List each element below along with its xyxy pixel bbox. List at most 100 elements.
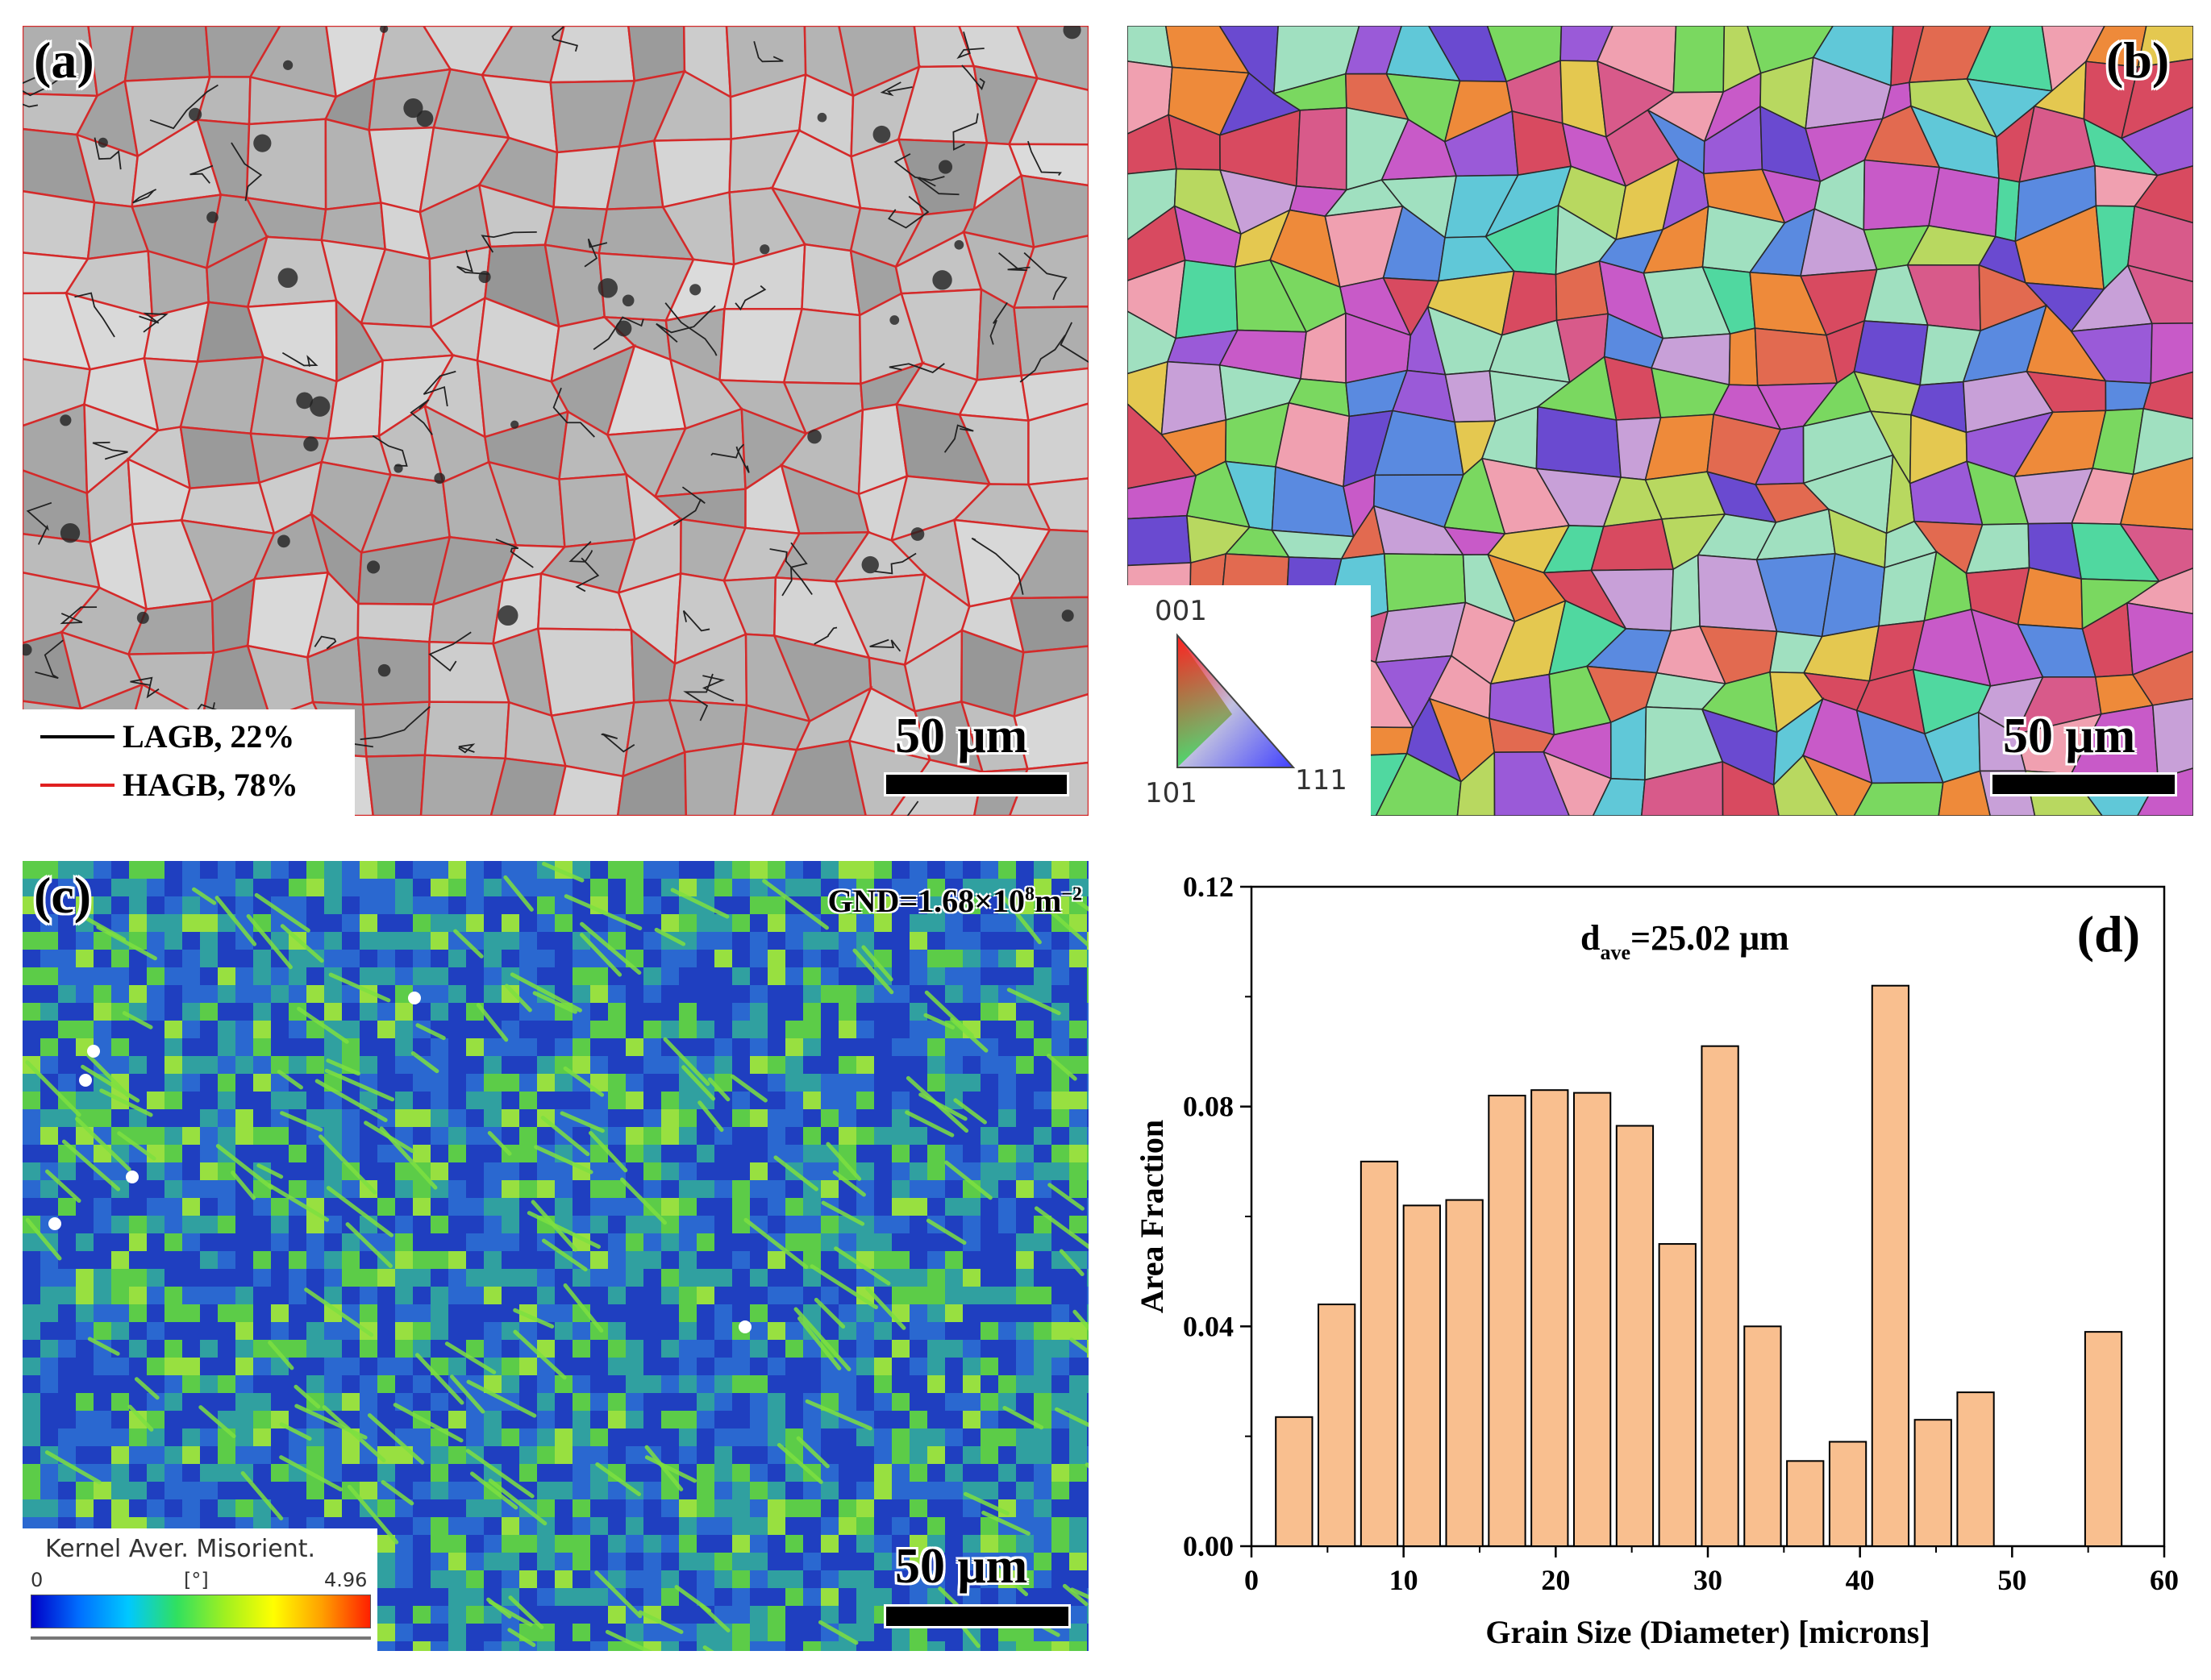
kam-pixel [324,1322,342,1340]
kam-pixel [892,1588,910,1606]
kam-pixel [377,861,395,879]
ipf-grain-cell [1728,327,1759,386]
kam-pixel [111,1198,129,1216]
boundary-legend: LAGB, 22% HAGB, 78% [23,709,355,816]
kam-pixel [253,1464,271,1482]
kam-pixel [360,1358,377,1375]
kam-pixel [253,1393,271,1411]
kam-pixel [466,1411,484,1428]
kam-pixel [129,1216,147,1233]
kam-streak [950,1017,989,1053]
kam-pixel [431,1056,448,1074]
histogram-bar [2084,1331,2123,1548]
kam-pixel [1087,1233,1089,1251]
kam-pixel [714,1553,732,1570]
kam-pixel [200,1269,218,1287]
kam-pixel [377,1553,395,1570]
kam-pixel [661,1003,679,1021]
kam-pixel [1087,1411,1089,1428]
kam-pixel [129,1180,147,1198]
ipf-grain-cell [1444,370,1497,423]
kam-pixel [484,932,502,950]
kam-pixel [466,896,484,914]
histogram-bar [1871,984,1910,1547]
kam-pixel [732,1624,750,1641]
kam-streak [87,1337,120,1356]
kam-pixel [271,967,289,985]
kam-pixel [998,1269,1016,1287]
kam-pixel [892,1375,910,1393]
kam-pixel [289,950,306,967]
kam-pixel [856,1624,874,1641]
kam-pixel [839,985,856,1003]
kam-pixel [590,1482,608,1499]
kam-pixel [981,1428,998,1446]
kam-pixel [448,1092,466,1109]
kam-pixel [218,1304,235,1322]
kam-pixel [537,1428,555,1446]
kam-pixel [218,879,235,896]
kam-pixel [998,1428,1016,1446]
kam-pixel [945,1428,963,1446]
kam-pixel [502,1499,519,1517]
kam-pixel [111,1482,129,1499]
kam-pixel [661,1109,679,1127]
kam-pixel [164,1269,182,1287]
kam-pixel [963,1553,981,1570]
kam-pixel [927,1233,945,1251]
kam-pixel [963,1517,981,1535]
kam-pixel [58,967,76,985]
kam-pixel [200,1340,218,1358]
kam-pixel [608,1056,626,1074]
kam-pixel [23,1145,40,1162]
kam-pixel [963,1535,981,1553]
kam-pixel [768,1641,785,1651]
grain-cell [356,602,435,643]
kam-pixel [289,861,306,879]
kam-pixel [76,1375,94,1393]
kam-pixel [519,1375,537,1393]
kam-pixel [111,1499,129,1517]
kam-streak [486,1597,512,1619]
pore-dot [1063,26,1081,40]
kam-pixel [1016,1535,1034,1553]
kam-pixel [1016,1109,1034,1127]
kam-pixel [856,1233,874,1251]
kam-pixel [856,1499,874,1517]
kam-pixel [431,1358,448,1375]
lagb-line [94,137,122,170]
kam-pixel [271,1003,289,1021]
kam-streak [963,1491,1010,1516]
lagb-line [735,285,767,311]
kam-pixel [573,1269,590,1287]
kam-pixel [803,1570,821,1588]
kam-pixel [626,1287,643,1304]
kam-pixel [910,1269,927,1287]
kam-pixel [750,1092,768,1109]
kam-pixel [732,1375,750,1393]
kam-pixel [998,1233,1016,1251]
panel-b-label: (b) [2106,31,2170,89]
kam-pixel [732,879,750,896]
kam-pixel [164,1127,182,1145]
kam-pixel [856,1570,874,1588]
kam-pixel [1034,1021,1051,1038]
kam-pixel [963,1588,981,1606]
kam-pixel [1034,1517,1051,1535]
kam-pixel [413,896,431,914]
kam-pixel [395,1624,413,1641]
kam-pixel [874,1428,892,1446]
kam-pixel [910,1162,927,1180]
kam-pixel [395,1056,413,1074]
kam-pixel [253,1003,271,1021]
kam-pixel [555,1446,573,1464]
kam-pixel [1069,1428,1087,1446]
kam-pixel [679,1482,697,1499]
kam-streak [580,921,642,975]
kam-pixel [395,1180,413,1198]
kam-pixel [235,861,253,879]
kam-pixel [129,861,147,879]
kam-pixel [395,1269,413,1287]
kam-pixel [519,1464,537,1482]
kam-pixel [856,1092,874,1109]
